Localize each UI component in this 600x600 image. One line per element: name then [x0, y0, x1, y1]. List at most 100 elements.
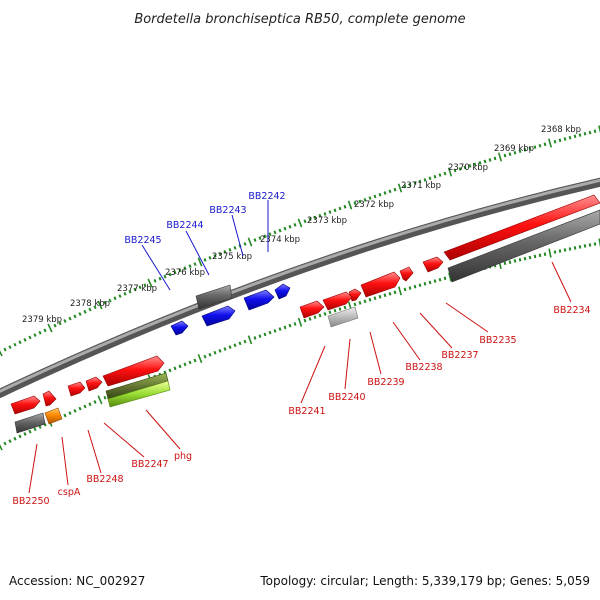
minor-tick — [38, 330, 42, 335]
accession-text: Accession: NC_002927 — [9, 574, 145, 588]
gene-label-phg[interactable]: phg — [174, 451, 192, 462]
gene-label-bb2243[interactable]: BB2243 — [209, 205, 246, 216]
gene-arrow-bb2239[interactable] — [348, 288, 362, 302]
minor-tick — [203, 258, 207, 262]
scale-label-2372: 2372 kbp — [354, 200, 394, 210]
gene-arrow-bb2238[interactable] — [360, 271, 401, 298]
minor-tick — [458, 167, 462, 171]
gene-arrow-bb2235[interactable] — [422, 256, 444, 273]
lower-leader-lines — [28, 261, 572, 494]
gene-arrow-bb2248[interactable] — [67, 381, 86, 397]
minor-tick — [388, 189, 392, 194]
minor-tick — [113, 296, 117, 301]
minor-tick — [83, 309, 87, 314]
gene-block-bb2250[interactable] — [14, 412, 46, 434]
minor-tick — [318, 313, 322, 318]
gene-label-bb2242[interactable]: BB2242 — [248, 191, 285, 202]
gene-label-bb2237[interactable]: BB2237 — [441, 350, 478, 361]
gene-arrow-bb2241[interactable] — [299, 300, 325, 319]
minor-tick — [8, 345, 12, 350]
scale-label-2370: 2370 kbp — [448, 163, 488, 173]
gene-block-cspa[interactable] — [44, 407, 63, 425]
minor-tick — [408, 182, 412, 187]
minor-tick — [303, 318, 307, 323]
minor-tick — [523, 148, 527, 152]
minor-tick — [133, 287, 137, 292]
gene-arrow-bb2234[interactable] — [443, 194, 600, 261]
minor-tick — [318, 213, 322, 218]
map-title: Bordetella bronchiseptica RB50, complete… — [134, 12, 465, 27]
scale-labels: 2368 kbp 2369 kbp 2370 kbp 2371 kbp 2372… — [22, 125, 581, 325]
gene-label-bb2240[interactable]: BB2240 — [328, 392, 365, 403]
gene-arrow-bb2242[interactable] — [274, 283, 291, 300]
minor-tick — [563, 137, 567, 141]
minor-tick — [358, 300, 362, 305]
minor-tick — [338, 206, 342, 211]
gene-label-bb2248[interactable]: BB2248 — [86, 474, 123, 485]
minor-tick — [368, 297, 372, 302]
minor-tick — [383, 293, 387, 298]
minor-tick — [363, 197, 367, 202]
minor-tick — [503, 153, 507, 158]
major-tick — [447, 167, 453, 177]
minor-tick — [588, 243, 592, 247]
gene-arrow-bb2248a[interactable] — [85, 376, 103, 392]
gene-label-bb2239[interactable]: BB2239 — [367, 377, 404, 388]
gene-label-bb2241[interactable]: BB2241 — [288, 406, 325, 417]
minor-tick — [123, 292, 127, 296]
scale-label-2371: 2371 kbp — [401, 181, 441, 191]
minor-tick — [518, 257, 522, 262]
minor-tick — [103, 395, 107, 400]
gene-label-bb2250[interactable]: BB2250 — [12, 496, 49, 507]
minor-tick — [438, 173, 442, 177]
gene-label-bb2235[interactable]: BB2235 — [479, 335, 516, 346]
minor-tick — [153, 279, 157, 283]
minor-tick — [168, 272, 172, 277]
minor-tick — [223, 250, 227, 254]
minor-tick — [583, 131, 587, 136]
gene-block-bb2240[interactable] — [327, 306, 359, 328]
minor-tick — [253, 336, 257, 340]
gene-block-bb2234-shadow[interactable] — [447, 209, 600, 283]
minor-tick — [278, 228, 282, 233]
minor-tick — [193, 262, 197, 266]
gene-label-bb2244[interactable]: BB2244 — [166, 220, 203, 231]
minor-tick — [313, 315, 317, 320]
minor-tick — [88, 307, 92, 312]
minor-tick — [538, 253, 542, 258]
minor-tick — [518, 149, 522, 154]
minor-tick — [263, 234, 267, 239]
minor-tick — [593, 242, 597, 246]
minor-tick — [158, 276, 162, 281]
minor-tick — [28, 335, 32, 340]
minor-tick — [363, 299, 367, 304]
minor-tick — [203, 354, 207, 359]
gene-arrow-bb2245[interactable] — [170, 320, 189, 336]
minor-tick — [573, 246, 577, 250]
major-tick — [0, 444, 3, 451]
minor-tick — [388, 291, 392, 296]
gene-block-bb2244[interactable] — [195, 284, 233, 310]
gene-block-phg[interactable] — [107, 380, 171, 408]
gene-arrow-bb2244[interactable] — [201, 305, 236, 327]
gene-arrow-bb2250[interactable] — [10, 395, 41, 415]
minor-tick — [163, 274, 167, 279]
gene-label-bb2234[interactable]: BB2234 — [553, 305, 590, 316]
minor-tick — [78, 406, 82, 411]
minor-tick — [413, 284, 417, 289]
scale-label-2375: 2375 kbp — [212, 252, 252, 262]
minor-tick — [503, 261, 507, 266]
gene-arrow-bb2237[interactable] — [399, 266, 414, 282]
gene-arrow-cspa-upper[interactable] — [42, 390, 57, 407]
gene-label-bb2247[interactable]: BB2247 — [131, 459, 168, 470]
gene-arrow-bb2243[interactable] — [243, 289, 275, 311]
gene-label-bb2238[interactable]: BB2238 — [405, 362, 442, 373]
minor-tick — [293, 322, 297, 326]
gene-arrow-bb2240[interactable] — [322, 291, 353, 311]
gene-arrow-bb2247[interactable] — [102, 355, 165, 387]
gene-label-cspa[interactable]: cspA — [58, 487, 81, 498]
minor-tick — [493, 156, 497, 161]
gene-label-bb2245[interactable]: BB2245 — [124, 235, 161, 246]
minor-tick — [213, 254, 217, 258]
